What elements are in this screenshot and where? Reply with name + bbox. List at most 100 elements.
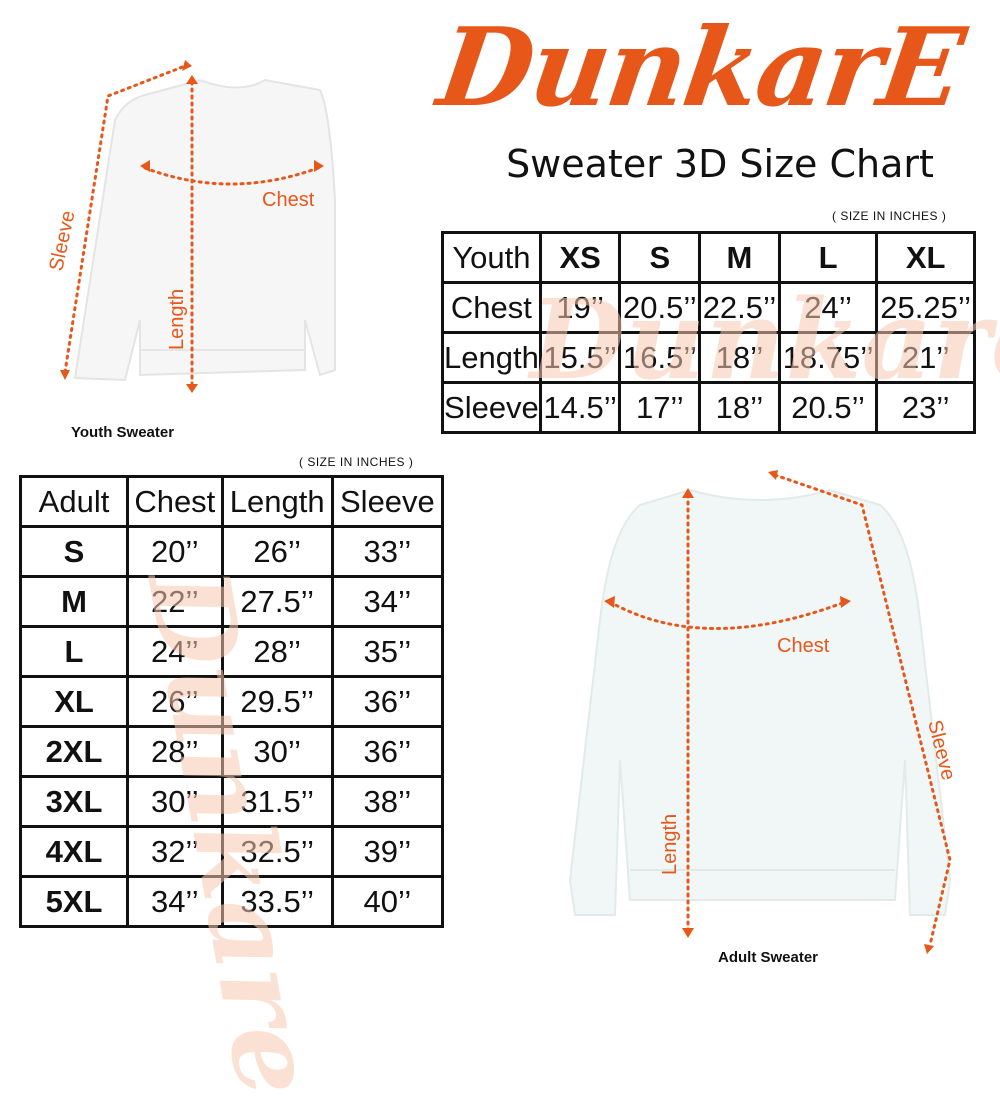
adult-sweater-shape [568,488,952,916]
header-cell: S [618,231,702,284]
table-row: 4XL 32’’ 32.5’’ 39’’ [19,825,445,878]
table-cell: 21’’ [875,331,976,384]
table-header-row: Youth XS S M L XL [441,231,976,284]
table-cell: 35’’ [330,625,445,678]
header-cell: Chest [126,475,224,528]
table-cell: 22’’ [126,575,224,628]
youth-sleeve-label: Sleeve [45,209,79,273]
arrow-icon [186,384,198,393]
header-cell: XS [538,231,622,284]
table-row: 5XL 34’’ 33.5’’ 40’’ [19,875,445,928]
table-cell: 26’’ [220,525,334,578]
table-cell: 20.5’’ [777,381,879,434]
table-cell: 36’’ [330,725,445,778]
arrow-icon [768,470,778,480]
row-label: M [19,575,129,628]
table-cell: 20.5’’ [618,281,702,334]
arrow-icon [60,370,70,380]
table-cell: 40’’ [330,875,445,928]
header-cell: Length [220,475,334,528]
table-row: XL 26’’ 29.5’’ 36’’ [19,675,445,728]
row-label: Sleeve [441,381,542,434]
table-cell: 20’’ [126,525,224,578]
header-cell: L [777,231,879,284]
arrow-icon [140,160,150,172]
table-cell: 24’’ [126,625,224,678]
table-cell: 27.5’’ [220,575,334,628]
table-row: 2XL 28’’ 30’’ 36’’ [19,725,445,778]
table-cell: 15.5’’ [538,331,622,384]
youth-chest-label: Chest [262,189,315,211]
table-cell: 24’’ [777,281,879,334]
table-cell: 32.5’’ [220,825,334,878]
table-cell: 36’’ [330,675,445,728]
table-row: M 22’’ 27.5’’ 34’’ [19,575,445,628]
arrow-icon [682,488,694,498]
arrow-icon [682,928,694,938]
youth-sleeve-measure [63,64,187,374]
arrow-icon [182,60,192,71]
table-cell: 28’’ [220,625,334,678]
youth-sweater-shape [73,78,336,382]
arrow-icon [314,160,324,172]
table-cell: 16.5’’ [618,331,702,384]
table-row: Sleeve 14.5’’ 17’’ 18’’ 20.5’’ 23’’ [441,381,976,434]
arrow-icon [604,596,615,608]
table-cell: 26’’ [126,675,224,728]
table-cell: 14.5’’ [538,381,622,434]
row-label: 5XL [19,875,129,928]
arrow-icon [186,75,198,84]
table-cell: 25.25’’ [875,281,976,334]
header-cell: XL [875,231,976,284]
table-cell: 31.5’’ [220,775,334,828]
header-cell: M [698,231,781,284]
row-label: L [19,625,129,678]
adult-size-table: Adult Chest Length Sleeve S 20’’ 26’’ 33’’ M… [19,475,445,928]
header-cell: Youth [441,231,542,284]
adult-sleeve-measure [773,473,952,947]
youth-size-table: Youth XS S M L XL Chest 19’’ 20.5’’ 22.5… [441,231,976,434]
adult-sweater-diagram: Chest Length Sleeve [568,470,959,954]
table-cell: 18’’ [698,331,781,384]
adult-units-note: ( SIZE IN INCHES ) [299,455,414,469]
table-cell: 22.5’’ [698,281,781,334]
table-row: Chest 19’’ 20.5’’ 22.5’’ 24’’ 25.25’’ [441,281,976,334]
table-cell: 39’’ [330,825,445,878]
row-label: XL [19,675,129,728]
adult-caption: Adult Sweater [718,949,819,966]
table-cell: 30’’ [220,725,334,778]
row-label: 3XL [19,775,129,828]
header-cell: Sleeve [330,475,445,528]
table-row: Length 15.5’’ 16.5’’ 18’’ 18.75’’ 21’’ [441,331,976,384]
adult-chest-label: Chest [777,635,830,657]
table-cell: 33’’ [330,525,445,578]
brand-logo: DunkarE [431,5,970,131]
table-cell: 38’’ [330,775,445,828]
row-label: 2XL [19,725,129,778]
arrow-icon [840,596,851,608]
youth-length-label: Length [166,289,188,350]
row-label: Length [441,331,542,384]
table-cell: 29.5’’ [220,675,334,728]
row-label: Chest [441,281,542,334]
table-row: 3XL 30’’ 31.5’’ 38’’ [19,775,445,828]
table-cell: 32’’ [126,825,224,878]
youth-caption: Youth Sweater [71,424,175,441]
table-cell: 23’’ [875,381,976,434]
youth-chest-measure [143,166,320,186]
table-header-row: Adult Chest Length Sleeve [19,475,445,528]
table-row: L 24’’ 28’’ 35’’ [19,625,445,678]
table-cell: 34’’ [126,875,224,928]
table-cell: 19’’ [538,281,622,334]
table-cell: 28’’ [126,725,224,778]
row-label: 4XL [19,825,129,878]
adult-length-label: Length [659,814,681,875]
adult-chest-measure [608,600,847,630]
table-cell: 17’’ [618,381,702,434]
arrow-icon [924,944,934,954]
table-cell: 18.75’’ [777,331,879,384]
table-row: S 20’’ 26’’ 33’’ [19,525,445,578]
youth-sweater-diagram: Chest Length Sleeve [45,60,336,393]
table-cell: 34’’ [330,575,445,628]
header-cell: Adult [19,475,129,528]
